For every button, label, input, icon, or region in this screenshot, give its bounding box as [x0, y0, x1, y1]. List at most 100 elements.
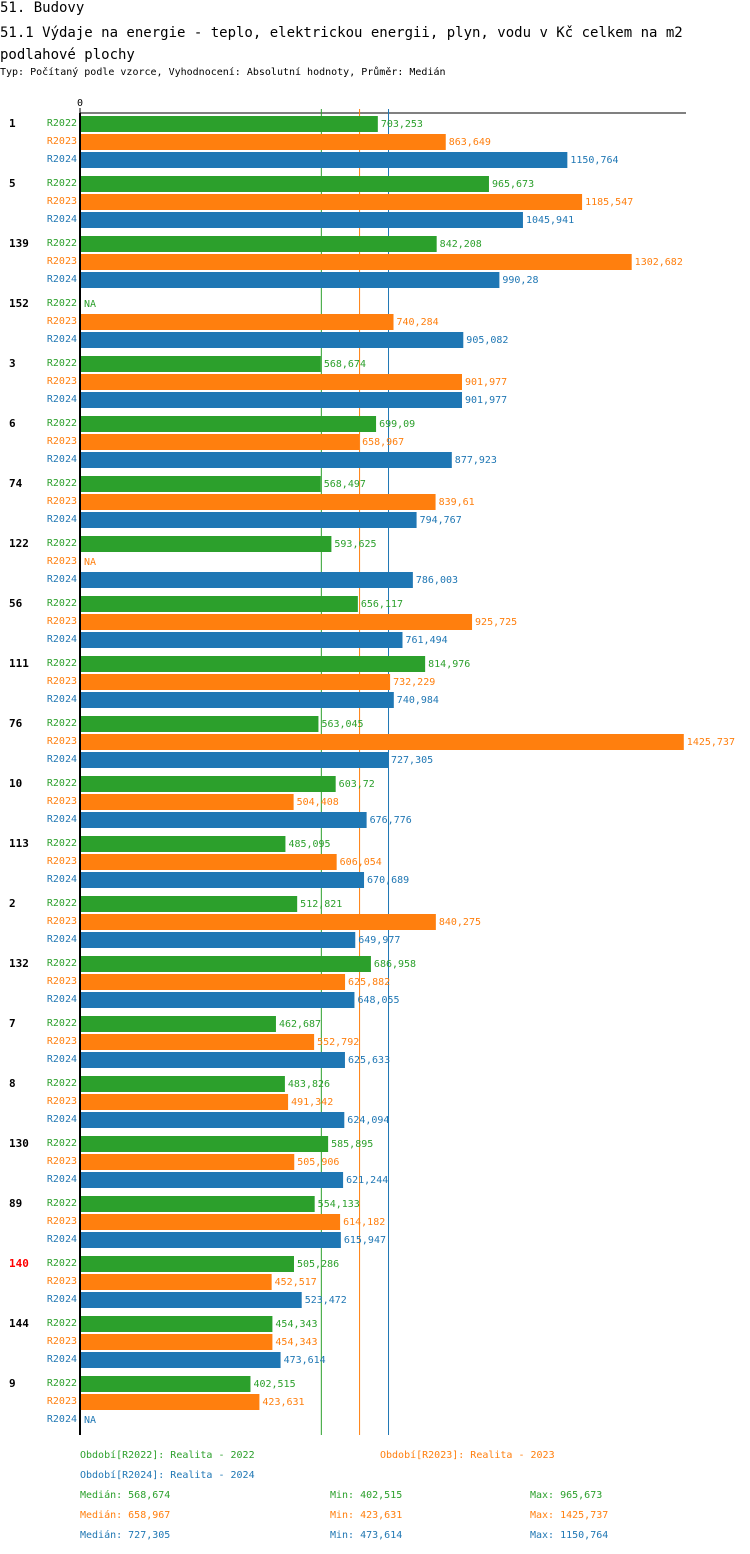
series-label: R2022 [47, 598, 77, 609]
bar [80, 1232, 341, 1248]
bar [80, 1274, 272, 1290]
bar [80, 356, 321, 372]
series-label: R2022 [47, 1318, 77, 1329]
series-label: R2022 [47, 898, 77, 909]
series-label: R2023 [47, 1276, 77, 1287]
series-label: R2023 [47, 796, 77, 807]
data-label: 1185,547 [585, 197, 633, 208]
series-label: R2023 [47, 1036, 77, 1047]
data-label: 740,284 [397, 317, 439, 328]
bar [80, 992, 355, 1008]
x-tick-label: 0 [77, 98, 83, 109]
series-label: R2023 [47, 976, 77, 987]
data-label: 473,614 [284, 1355, 326, 1366]
data-label: 624,094 [347, 1115, 389, 1126]
bar [80, 674, 391, 690]
data-label: 676,776 [370, 815, 412, 826]
category-label: 56 [9, 597, 23, 610]
data-label: 625,633 [348, 1055, 390, 1066]
series-label: R2022 [47, 958, 77, 969]
data-label: 483,826 [288, 1079, 330, 1090]
series-label: R2023 [47, 616, 77, 627]
series-label: R2024 [47, 334, 77, 345]
data-label: 686,958 [374, 959, 416, 970]
data-label: 568,674 [324, 359, 366, 370]
series-label: R2024 [47, 1294, 77, 1305]
data-label: NA [84, 557, 96, 568]
series-label: R2022 [47, 538, 77, 549]
series-label: R2022 [47, 298, 77, 309]
series-label: R2024 [47, 1174, 77, 1185]
series-label: R2022 [47, 838, 77, 849]
bar [80, 1136, 329, 1152]
bar [80, 1052, 345, 1068]
data-label: 452,517 [275, 1277, 317, 1288]
series-label: R2022 [47, 1258, 77, 1269]
legend-period-r2023: Období[R2023]: Realita - 2023 [380, 1450, 555, 1461]
data-label: 990,28 [502, 275, 538, 286]
bar [80, 536, 332, 552]
category-label: 7 [9, 1017, 16, 1030]
series-label: R2023 [47, 316, 77, 327]
category-label: 3 [9, 357, 16, 370]
bar [80, 416, 377, 432]
series-label: R2024 [47, 394, 77, 405]
bar [80, 596, 358, 612]
data-label: 563,045 [321, 719, 363, 730]
bar [80, 872, 365, 888]
data-label: 614,182 [343, 1217, 385, 1228]
data-label: 625,882 [348, 977, 390, 988]
bar [80, 1016, 276, 1032]
section-title: 51. Budovy [0, 0, 85, 16]
data-label: 512,821 [300, 899, 342, 910]
bar [80, 1214, 341, 1230]
data-label: 593,625 [334, 539, 376, 550]
bar [80, 494, 436, 510]
bar [80, 692, 394, 708]
series-label: R2023 [47, 436, 77, 447]
data-label: 842,208 [440, 239, 482, 250]
data-label: 402,515 [253, 1379, 295, 1390]
series-label: R2024 [47, 874, 77, 885]
bar [80, 152, 568, 168]
series-label: R2024 [47, 754, 77, 765]
data-label: 491,342 [291, 1097, 333, 1108]
data-label: 863,649 [449, 137, 491, 148]
stat-min-r2022: Min: 402,515 [330, 1490, 403, 1501]
bar [80, 1034, 315, 1050]
series-label: R2022 [47, 1078, 77, 1089]
series-label: R2022 [47, 1378, 77, 1389]
category-label: 140 [9, 1257, 29, 1270]
data-label: 1302,682 [635, 257, 683, 268]
category-label: 76 [9, 717, 23, 730]
data-label: 423,631 [262, 1397, 304, 1408]
bar [80, 1352, 281, 1368]
data-label: 670,689 [367, 875, 409, 886]
bar [80, 794, 294, 810]
bar [80, 512, 417, 528]
bar [80, 452, 452, 468]
data-label: 615,947 [344, 1235, 386, 1246]
data-label: 877,923 [455, 455, 497, 466]
series-label: R2022 [47, 418, 77, 429]
series-label: R2024 [47, 154, 77, 165]
category-label: 130 [9, 1137, 29, 1150]
bar [80, 1112, 345, 1128]
data-label: 603,72 [339, 779, 375, 790]
bar [80, 1394, 260, 1410]
category-label: 10 [9, 777, 22, 790]
bar [80, 656, 426, 672]
series-label: R2024 [47, 574, 77, 585]
bar [80, 734, 684, 750]
data-label: 814,976 [428, 659, 470, 670]
bar [80, 272, 500, 288]
series-label: R2023 [47, 1216, 77, 1227]
category-label: 144 [9, 1317, 29, 1330]
bar [80, 914, 436, 930]
series-label: R2023 [47, 916, 77, 927]
series-label: R2023 [47, 556, 77, 567]
bar [80, 1094, 289, 1110]
chart-subtitle: Typ: Počítaný podle vzorce, Vyhodnocení:… [0, 67, 446, 78]
series-label: R2023 [47, 1396, 77, 1407]
